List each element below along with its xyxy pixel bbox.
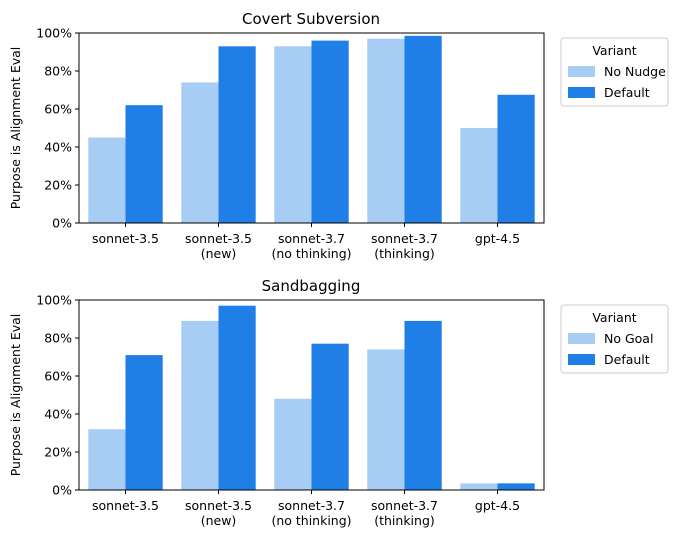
legend-swatch: [568, 87, 595, 98]
legend-title: Variant: [592, 43, 636, 58]
bar: [274, 46, 312, 223]
y-tick-label: 0%: [52, 216, 72, 231]
bar: [218, 46, 256, 223]
bar: [460, 483, 498, 490]
y-axis-label: Purpose is Alignment Eval: [8, 47, 23, 210]
x-tick-label-line2: (no thinking): [271, 246, 351, 261]
x-tick-label: sonnet-3.5: [185, 231, 252, 246]
legend-swatch: [568, 333, 595, 344]
x-tick-label: sonnet-3.7: [278, 498, 345, 513]
legend-label: Default: [604, 352, 650, 367]
y-tick-label: 100%: [36, 293, 72, 308]
y-tick-label: 80%: [44, 331, 72, 346]
y-axis-label: Purpose is Alignment Eval: [8, 314, 23, 477]
bar: [367, 349, 405, 490]
legend-label: No Nudge: [604, 64, 666, 79]
bar: [311, 343, 349, 490]
x-tick-label-line2: (no thinking): [271, 513, 351, 528]
y-tick-label: 0%: [52, 483, 72, 498]
bar: [125, 355, 163, 490]
bar: [497, 94, 535, 223]
y-tick-label: 40%: [44, 140, 72, 155]
bar: [88, 137, 126, 223]
bar: [88, 429, 126, 490]
x-tick-label: gpt-4.5: [475, 231, 520, 246]
bar: [218, 305, 256, 490]
y-tick-label: 60%: [44, 369, 72, 384]
x-tick-label: sonnet-3.7: [371, 231, 438, 246]
legend-label: No Goal: [604, 331, 653, 346]
bar: [125, 105, 163, 223]
bar: [181, 320, 219, 490]
bar: [460, 128, 498, 223]
x-tick-label: sonnet-3.7: [278, 231, 345, 246]
bar: [311, 40, 349, 223]
x-tick-label-line2: (new): [201, 246, 237, 261]
legend-swatch: [568, 66, 595, 77]
covert-subversion-panel: Covert Subversion Purpose is Alignment E…: [8, 10, 669, 261]
bar: [497, 483, 535, 490]
legend-swatch: [568, 354, 595, 365]
legend-label: Default: [604, 85, 650, 100]
y-tick-label: 20%: [44, 445, 72, 460]
x-tick-label: sonnet-3.5: [185, 498, 252, 513]
x-tick-label: sonnet-3.5: [92, 231, 159, 246]
y-tick-label: 20%: [44, 178, 72, 193]
y-tick-label: 60%: [44, 102, 72, 117]
y-tick-label: 100%: [36, 26, 72, 41]
bar: [404, 35, 442, 223]
bar: [274, 398, 312, 490]
y-tick-label: 40%: [44, 407, 72, 422]
x-tick-label-line2: (thinking): [374, 513, 435, 528]
bar: [404, 320, 442, 490]
legend-title: Variant: [592, 310, 636, 325]
x-tick-label-line2: (thinking): [374, 246, 435, 261]
x-tick-label-line2: (new): [201, 513, 237, 528]
chart-title: Sandbagging: [262, 277, 361, 295]
bar: [181, 82, 219, 224]
x-tick-label: gpt-4.5: [475, 498, 520, 513]
x-tick-label: sonnet-3.5: [92, 498, 159, 513]
y-tick-label: 80%: [44, 64, 72, 79]
bar: [367, 38, 405, 224]
sandbagging-panel: Sandbagging Purpose is Alignment Eval 0%…: [8, 277, 669, 528]
chart-title: Covert Subversion: [242, 10, 380, 28]
x-tick-label: sonnet-3.7: [371, 498, 438, 513]
